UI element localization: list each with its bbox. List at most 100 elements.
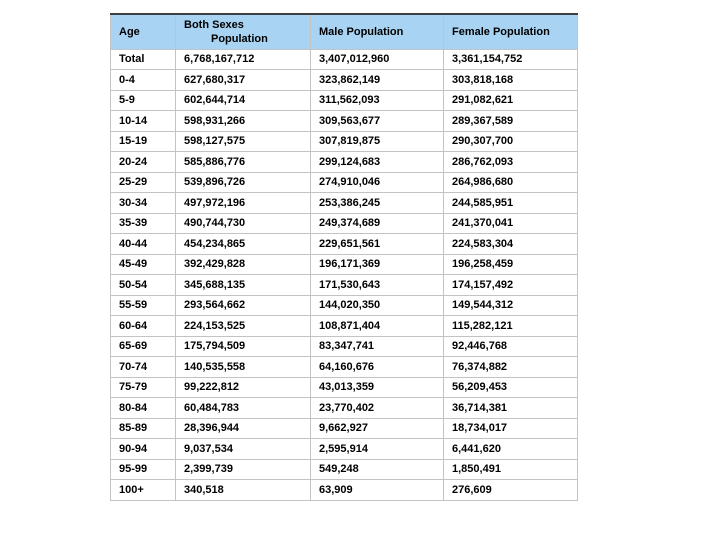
cell-age: 0-4	[110, 69, 176, 91]
table-row: 80-84 60,484,783 23,770,402 36,714,381	[110, 397, 578, 419]
cell-age: 60-64	[110, 315, 176, 337]
cell-male-population: 144,020,350	[310, 294, 444, 316]
cell-male-population: 2,595,914	[310, 438, 444, 460]
cell-age: 5-9	[110, 89, 176, 111]
table-row: 5-9 602,644,714 311,562,093 291,082,621	[110, 89, 578, 111]
cell-age: 35-39	[110, 212, 176, 234]
cell-age: 90-94	[110, 438, 176, 460]
cell-both-sexes-population: 345,688,135	[175, 274, 311, 296]
cell-female-population: 196,258,459	[443, 253, 578, 275]
cell-female-population: 241,370,041	[443, 212, 578, 234]
cell-both-sexes-population: 28,396,944	[175, 417, 311, 439]
cell-both-sexes-population: 60,484,783	[175, 397, 311, 419]
cell-male-population: 253,386,245	[310, 192, 444, 214]
cell-age: 95-99	[110, 458, 176, 480]
cell-both-sexes-population: 598,931,266	[175, 110, 311, 132]
cell-both-sexes-population: 392,429,828	[175, 253, 311, 275]
cell-female-population: 92,446,768	[443, 335, 578, 357]
cell-both-sexes-population: 539,896,726	[175, 171, 311, 193]
cell-both-sexes-population: 140,535,558	[175, 356, 311, 378]
cell-female-population: 264,986,680	[443, 171, 578, 193]
table-row: 70-74 140,535,558 64,160,676 76,374,882	[110, 356, 578, 378]
cell-male-population: 63,909	[310, 479, 444, 501]
cell-both-sexes-population: 6,768,167,712	[175, 48, 311, 70]
cell-male-population: 299,124,683	[310, 151, 444, 173]
cell-male-population: 171,530,643	[310, 274, 444, 296]
header-male-label: Male Population	[319, 25, 404, 38]
cell-both-sexes-population: 497,972,196	[175, 192, 311, 214]
cell-male-population: 83,347,741	[310, 335, 444, 357]
table-body: Total 6,768,167,712 3,407,012,960 3,361,154…	[110, 48, 578, 501]
cell-both-sexes-population: 2,399,739	[175, 458, 311, 480]
cell-female-population: 224,583,304	[443, 233, 578, 255]
cell-female-population: 149,544,312	[443, 294, 578, 316]
cell-male-population: 3,407,012,960	[310, 48, 444, 70]
cell-age: 10-14	[110, 110, 176, 132]
table-row: Total 6,768,167,712 3,407,012,960 3,361,154…	[110, 48, 578, 70]
cell-both-sexes-population: 602,644,714	[175, 89, 311, 111]
table-row: 65-69 175,794,509 83,347,741 92,446,768	[110, 335, 578, 357]
cell-male-population: 307,819,875	[310, 130, 444, 152]
cell-female-population: 276,609	[443, 479, 578, 501]
cell-male-population: 23,770,402	[310, 397, 444, 419]
header-row: Age Both Sexes Population Male Populatio…	[110, 13, 578, 50]
table-row: 15-19 598,127,575 307,819,875 290,307,700	[110, 130, 578, 152]
cell-both-sexes-population: 490,744,730	[175, 212, 311, 234]
table-row: 0-4 627,680,317 323,862,149 303,818,168	[110, 69, 578, 91]
cell-female-population: 56,209,453	[443, 376, 578, 398]
cell-age: 65-69	[110, 335, 176, 357]
cell-male-population: 64,160,676	[310, 356, 444, 378]
table-row: 20-24 585,886,776 299,124,683 286,762,093	[110, 151, 578, 173]
cell-both-sexes-population: 224,153,525	[175, 315, 311, 337]
cell-female-population: 290,307,700	[443, 130, 578, 152]
cell-both-sexes-population: 340,518	[175, 479, 311, 501]
table-row: 90-94 9,037,534 2,595,914 6,441,620	[110, 438, 578, 460]
cell-age: 40-44	[110, 233, 176, 255]
cell-age: 70-74	[110, 356, 176, 378]
cell-female-population: 174,157,492	[443, 274, 578, 296]
cell-both-sexes-population: 293,564,662	[175, 294, 311, 316]
cell-male-population: 309,563,677	[310, 110, 444, 132]
cell-age: 75-79	[110, 376, 176, 398]
table-row: 75-79 99,222,812 43,013,359 56,209,453	[110, 376, 578, 398]
cell-both-sexes-population: 598,127,575	[175, 130, 311, 152]
table-row: 35-39 490,744,730 249,374,689 241,370,041	[110, 212, 578, 234]
cell-both-sexes-population: 454,234,865	[175, 233, 311, 255]
table-row: 40-44 454,234,865 229,651,561 224,583,304	[110, 233, 578, 255]
cell-female-population: 115,282,121	[443, 315, 578, 337]
header-age: Age	[110, 13, 176, 50]
cell-age: Total	[110, 48, 176, 70]
table-row: 45-49 392,429,828 196,171,369 196,258,459	[110, 253, 578, 275]
table-row: 50-54 345,688,135 171,530,643 174,157,492	[110, 274, 578, 296]
cell-female-population: 244,585,951	[443, 192, 578, 214]
table-row: 60-64 224,153,525 108,871,404 115,282,121	[110, 315, 578, 337]
cell-female-population: 6,441,620	[443, 438, 578, 460]
header-both-sexes-line2: Population	[211, 32, 268, 45]
cell-age: 80-84	[110, 397, 176, 419]
header-both-sexes-line1: Both Sexes	[184, 18, 244, 31]
table-row: 30-34 497,972,196 253,386,245 244,585,951	[110, 192, 578, 214]
cell-male-population: 196,171,369	[310, 253, 444, 275]
cell-age: 15-19	[110, 130, 176, 152]
cell-female-population: 291,082,621	[443, 89, 578, 111]
cell-female-population: 289,367,589	[443, 110, 578, 132]
header-age-label: Age	[119, 25, 140, 38]
cell-both-sexes-population: 99,222,812	[175, 376, 311, 398]
cell-both-sexes-population: 175,794,509	[175, 335, 311, 357]
cell-male-population: 249,374,689	[310, 212, 444, 234]
cell-both-sexes-population: 627,680,317	[175, 69, 311, 91]
table-row: 55-59 293,564,662 144,020,350 149,544,312	[110, 294, 578, 316]
cell-age: 100+	[110, 479, 176, 501]
cell-age: 30-34	[110, 192, 176, 214]
cell-age: 85-89	[110, 417, 176, 439]
header-both-sexes-population: Both Sexes Population	[175, 13, 311, 50]
table-row: 10-14 598,931,266 309,563,677 289,367,589	[110, 110, 578, 132]
cell-male-population: 229,651,561	[310, 233, 444, 255]
table-row: 25-29 539,896,726 274,910,046 264,986,680	[110, 171, 578, 193]
cell-male-population: 311,562,093	[310, 89, 444, 111]
cell-age: 20-24	[110, 151, 176, 173]
table-row: 95-99 2,399,739 549,248 1,850,491	[110, 458, 578, 480]
cell-male-population: 9,662,927	[310, 417, 444, 439]
cell-age: 55-59	[110, 294, 176, 316]
